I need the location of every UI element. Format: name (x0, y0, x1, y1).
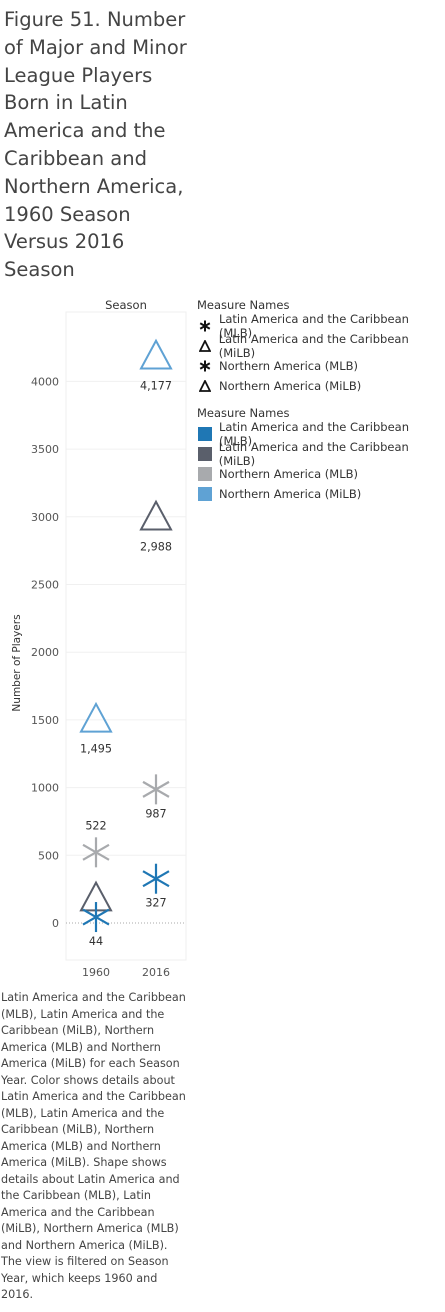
shape-legend-title: Measure Names (197, 298, 290, 312)
shape-legend-label: Northern America (MiLB) (219, 379, 362, 393)
y-tick-label: 0 (52, 917, 59, 930)
shape-legend-label: Latin America and the Caribbean (MiLB) (218, 332, 409, 360)
color-legend-title: Measure Names (197, 406, 290, 420)
shape-legend-item[interactable]: Northern America (MLB) (197, 356, 445, 376)
data-label: 987 (145, 807, 166, 820)
color-swatch (198, 427, 212, 441)
y-tick-label: 4000 (31, 375, 59, 388)
data-label: 2,988 (140, 540, 172, 553)
y-tick-label: 3000 (31, 511, 59, 524)
color-legend-item[interactable]: Latin America and the Caribbean (MLB) (197, 420, 445, 448)
triangle-icon (197, 378, 213, 394)
data-label: 327 (145, 897, 166, 910)
plot-panel (65, 311, 187, 961)
y-axis-label: Number of Players (11, 614, 23, 711)
y-tick-label: 500 (38, 849, 59, 862)
data-label: 4,177 (140, 379, 172, 392)
data-point-triangle (139, 499, 173, 531)
y-tick-label: 1500 (31, 714, 59, 727)
color-legend-item[interactable]: Northern America (MiLB) (197, 484, 445, 504)
y-tick-label: 3500 (31, 443, 59, 456)
data-point-triangle (139, 338, 173, 370)
shape-legend-label: Northern America (MLB) (219, 359, 358, 373)
data-point-asterisk (82, 837, 110, 868)
chart-caption: Latin America and the Caribbean (MLB), L… (1, 991, 186, 1301)
shape-legend: Measure Names Latin America and the Cari… (197, 298, 445, 396)
x-tick-label: 2016 (142, 966, 170, 979)
shape-legend-item[interactable]: Latin America and the Caribbean (MLB) (197, 312, 445, 340)
color-legend-label: Latin America and the Caribbean (MLB) (218, 420, 409, 448)
color-legend-label: Northern America (MLB) (219, 467, 358, 481)
x-tick-label: 1960 (82, 966, 110, 979)
asterisk-icon (197, 318, 213, 334)
color-swatch (198, 447, 212, 461)
chart-plot: Season 0 500 1000 1500 2000 2500 3000 3500 4000 Nu… (11, 298, 187, 979)
shape-legend-item[interactable]: Latin America and the Caribbean (MiLB) (197, 332, 445, 360)
data-point-asterisk (142, 863, 170, 894)
data-point-asterisk (82, 902, 110, 933)
color-legend-label: Latin America and the Caribbean (MiLB) (218, 440, 409, 468)
color-legend-item[interactable]: Northern America (MLB) (197, 464, 445, 484)
y-tick-label: 2500 (31, 579, 59, 592)
chart-title: Figure 51. Number of Major and Minor Lea… (4, 8, 187, 282)
color-legend: Measure Names Latin America and the Cari… (197, 406, 445, 504)
y-tick-label: 2000 (31, 646, 59, 659)
data-label: 522 (85, 819, 106, 832)
color-swatch (198, 487, 212, 501)
color-swatch (198, 467, 212, 481)
data-label: 1,495 (80, 743, 112, 756)
shape-legend-label: Latin America and the Caribbean (MLB) (218, 312, 409, 340)
data-label: 44 (89, 935, 103, 948)
color-legend-item[interactable]: Latin America and the Caribbean (MiLB) (197, 440, 445, 468)
shape-legend-item[interactable]: Northern America (MiLB) (197, 376, 445, 396)
column-header: Season (105, 298, 147, 312)
triangle-icon (197, 338, 213, 354)
color-legend-label: Northern America (MiLB) (219, 487, 362, 501)
data-point-triangle (79, 701, 113, 733)
y-tick-label: 1000 (31, 782, 59, 795)
data-point-asterisk (142, 774, 170, 805)
asterisk-icon (197, 358, 213, 374)
